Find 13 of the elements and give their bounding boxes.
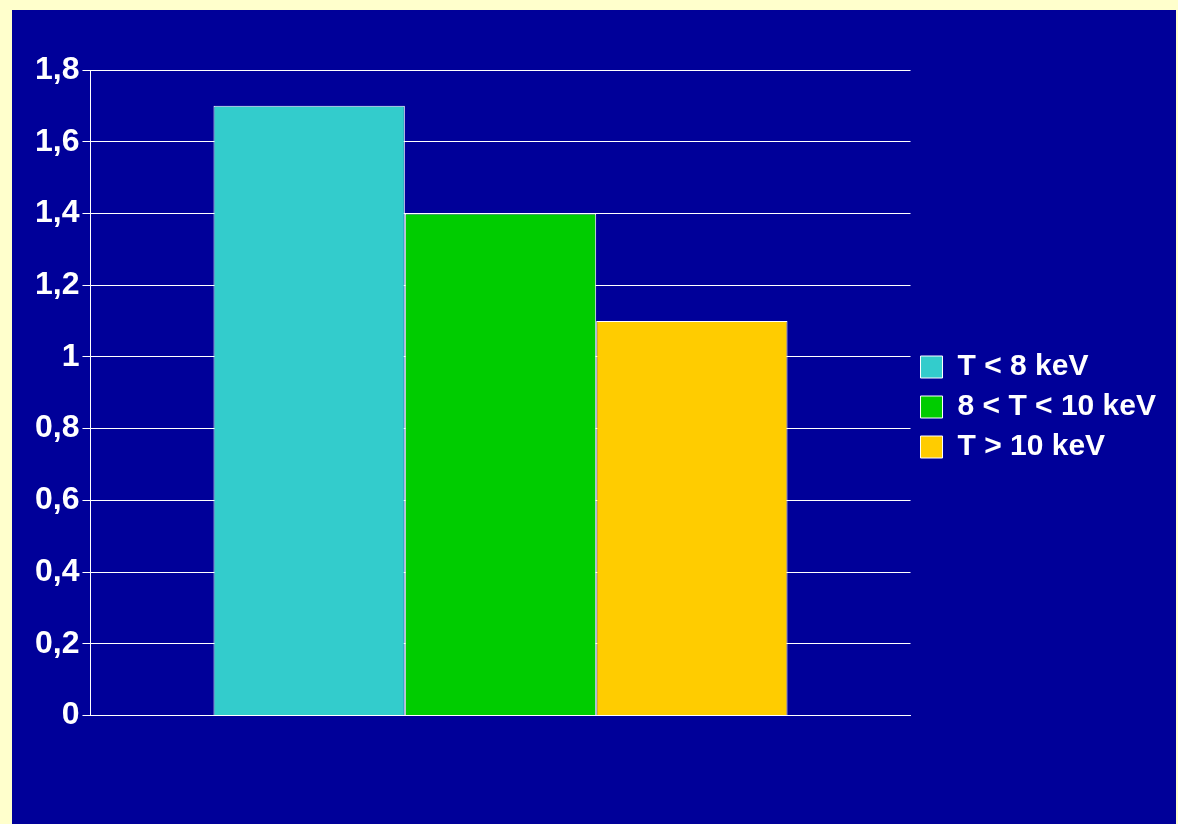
y-tick-label: 0,4 — [35, 551, 80, 588]
y-tick-label: 0 — [61, 695, 80, 732]
legend-label: T > 10 keV — [957, 428, 1106, 462]
y-tick-label: 1 — [61, 336, 80, 373]
y-tick-label: 1,4 — [35, 193, 80, 230]
legend-label: 8 < T < 10 keV — [957, 388, 1157, 422]
y-tick-label: 1,6 — [35, 121, 80, 158]
y-tick-label: 0,6 — [35, 480, 80, 517]
y-tick-label: 1,8 — [35, 49, 80, 86]
y-tick-label: 0,2 — [35, 623, 80, 660]
y-tick-label: 1,2 — [35, 265, 80, 302]
y-tick-label: 0,8 — [35, 408, 80, 445]
legend-label: T < 8 keV — [957, 348, 1089, 382]
